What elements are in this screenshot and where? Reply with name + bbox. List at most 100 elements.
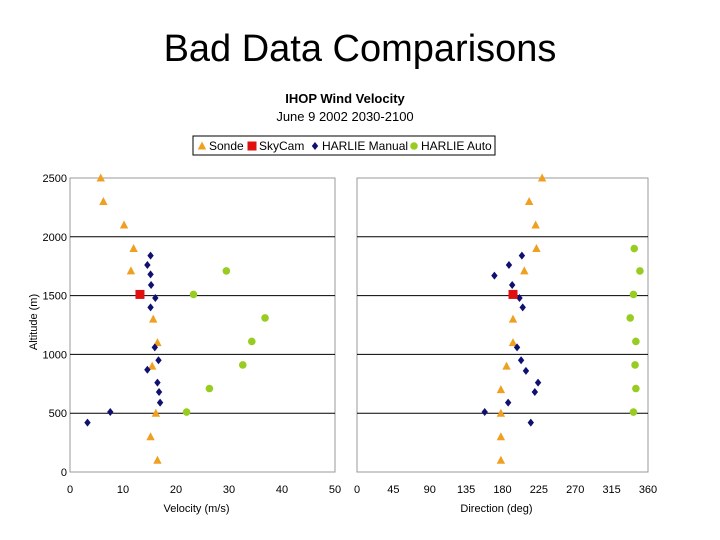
x-tick-label: 30 xyxy=(223,484,235,496)
data-point xyxy=(504,398,512,407)
data-point xyxy=(505,261,513,270)
data-point xyxy=(481,408,488,417)
slide-title: Bad Data Comparisons xyxy=(163,28,557,70)
x-axis-label: Direction (deg) xyxy=(460,503,532,515)
data-point xyxy=(147,270,154,279)
data-point xyxy=(508,314,518,323)
data-point xyxy=(222,267,231,275)
plot-area: 0 500 1000 1500 2000 2500 0 10 20 30 40 50 Velocity … xyxy=(43,173,658,515)
data-point xyxy=(496,455,506,464)
x-tick-label: 315 xyxy=(602,484,620,496)
panel-frame xyxy=(356,177,649,473)
data-point xyxy=(527,418,534,427)
data-point xyxy=(516,293,523,302)
series-sonde xyxy=(496,173,547,464)
legend-marker-harlie-manual xyxy=(311,142,319,150)
data-point xyxy=(189,290,198,299)
legend-label: Sonde xyxy=(209,139,244,153)
panel-frame xyxy=(69,177,336,473)
series-skycam xyxy=(508,289,518,299)
series-harlie-manual xyxy=(84,251,164,427)
data-point xyxy=(632,384,640,393)
data-point xyxy=(238,361,247,369)
data-point xyxy=(513,343,521,352)
data-point xyxy=(537,173,547,182)
data-point xyxy=(261,314,269,322)
data-point xyxy=(156,398,164,407)
data-point xyxy=(135,289,145,299)
data-point xyxy=(496,408,506,417)
data-point xyxy=(520,266,529,275)
data-point xyxy=(96,173,105,182)
data-point xyxy=(147,303,154,312)
data-point xyxy=(147,361,157,370)
legend-marker-harlie-auto xyxy=(410,142,418,150)
chart-subtitle: June 9 2002 2030-2100 xyxy=(276,109,413,124)
x-tick-label: 135 xyxy=(457,484,475,496)
data-point xyxy=(522,366,530,375)
y-tick-label: 1500 xyxy=(43,291,67,303)
x-tick-label: 40 xyxy=(276,484,288,496)
data-point xyxy=(502,361,511,370)
series-sonde xyxy=(96,173,162,464)
series-harlie-auto xyxy=(182,267,269,416)
x-tick-label: 225 xyxy=(530,484,548,496)
data-point xyxy=(149,314,158,323)
data-point xyxy=(182,408,191,416)
y-tick-label: 1000 xyxy=(43,349,67,361)
x-tick-label: 45 xyxy=(387,484,399,496)
data-point xyxy=(626,314,635,322)
data-point xyxy=(496,385,506,394)
x-tick-label: 0 xyxy=(67,484,73,496)
data-point xyxy=(491,271,498,280)
data-point xyxy=(144,261,151,270)
legend-label: SkyCam xyxy=(259,139,304,153)
data-point xyxy=(126,266,136,275)
data-point xyxy=(84,418,91,427)
panel-velocity: 0 500 1000 1500 2000 2500 0 10 20 30 40 50 Velocity … xyxy=(43,173,342,515)
series-skycam xyxy=(135,289,145,299)
data-point xyxy=(519,303,526,312)
legend-marker-sonde xyxy=(197,141,207,150)
data-point xyxy=(518,251,526,260)
data-point xyxy=(129,244,138,253)
data-point xyxy=(205,384,214,393)
data-point xyxy=(144,365,151,374)
data-point xyxy=(531,220,540,229)
data-point xyxy=(636,267,644,275)
data-point xyxy=(151,408,161,417)
data-point xyxy=(496,432,506,441)
data-point xyxy=(146,432,155,441)
data-point xyxy=(155,388,163,397)
data-point xyxy=(153,455,162,464)
data-point xyxy=(517,356,525,365)
legend-label: HARLIE Manual xyxy=(322,139,408,153)
data-point xyxy=(534,378,542,387)
y-axis-label: Altitude (m) xyxy=(28,294,40,350)
x-tick-label: 50 xyxy=(329,484,341,496)
data-point xyxy=(631,361,639,369)
data-point xyxy=(147,251,154,260)
data-point xyxy=(509,281,516,290)
y-tick-label: 2000 xyxy=(43,232,67,244)
data-point xyxy=(531,388,539,397)
data-point xyxy=(154,378,161,387)
data-point xyxy=(247,337,256,346)
x-tick-label: 20 xyxy=(170,484,182,496)
legend-marker-skycam xyxy=(247,141,257,151)
data-point xyxy=(152,293,159,302)
x-tick-label: 270 xyxy=(566,484,584,496)
data-point xyxy=(147,281,155,290)
series-harlie-manual xyxy=(481,251,542,427)
data-point xyxy=(99,197,108,206)
y-tick-label: 500 xyxy=(49,408,67,420)
data-point xyxy=(629,290,638,299)
data-point xyxy=(151,343,158,352)
x-tick-label: 10 xyxy=(117,484,129,496)
data-point xyxy=(532,244,541,253)
data-point xyxy=(119,220,129,229)
data-point xyxy=(508,338,518,347)
data-point xyxy=(632,337,640,346)
x-tick-label: 360 xyxy=(639,484,657,496)
